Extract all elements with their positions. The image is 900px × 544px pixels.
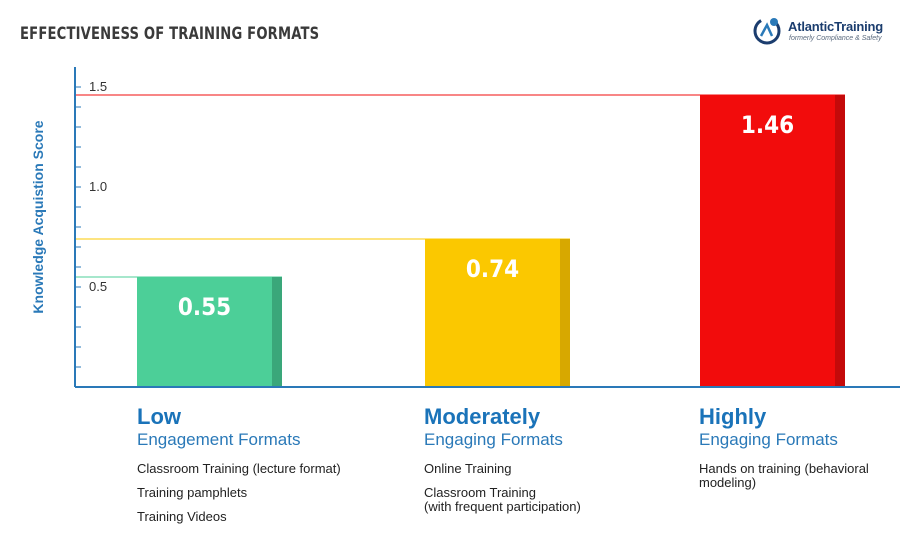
category-items: Hands on training (behavioral modeling)	[699, 462, 869, 490]
category-title: Highly	[699, 404, 767, 429]
category-block: Highly Engaging Formats Hands on training …	[699, 403, 869, 500]
category-title: Low	[137, 404, 181, 429]
category-item: Classroom Training (with frequent partic…	[424, 485, 581, 514]
category-block: Low Engagement Formats Classroom Training …	[137, 403, 341, 534]
logo-icon	[753, 17, 781, 45]
category-item: Training Videos	[137, 509, 227, 524]
category-subtitle: Engaging Formats	[699, 430, 838, 449]
category-subtitle: Engaging Formats	[424, 430, 563, 449]
bar-value-label: 1.46	[741, 111, 794, 139]
category-items: Online Training Classroom Training (with …	[424, 462, 581, 514]
category-item: Online Training	[424, 461, 512, 476]
y-tick-label: 0.5	[89, 279, 107, 294]
category-title: Moderately	[424, 404, 541, 429]
logo-tagline: formerly Compliance & Safety	[789, 35, 882, 42]
bar-value-label: 0.55	[178, 293, 231, 321]
y-tick-label: 1.5	[89, 79, 107, 94]
category-item: Training pamphlets	[137, 485, 248, 500]
y-tick-label: 1.0	[89, 179, 107, 194]
chart-title: EFFECTIVENESS OF TRAINING FORMATS	[20, 24, 320, 44]
category-block: Moderately Engaging Formats Online Trainin…	[424, 403, 581, 524]
bar-value-label: 0.74	[466, 255, 519, 283]
logo-name: AtlanticTraining	[788, 19, 884, 34]
bar	[425, 239, 570, 387]
bar-shade	[272, 277, 282, 387]
category-subtitle: Engagement Formats	[137, 430, 301, 449]
category-item: Classroom Training (lecture format)	[137, 461, 341, 476]
category-item: Hands on training (behavioral modeling)	[699, 461, 869, 490]
bar	[137, 277, 282, 387]
bar-shade	[835, 95, 845, 387]
atlantic-training-logo[interactable]: AtlanticTraining formerly Compliance & S…	[752, 14, 892, 48]
bar	[700, 95, 845, 387]
bar-shade	[560, 239, 570, 387]
category-items: Classroom Training (lecture format) Train…	[137, 462, 341, 524]
